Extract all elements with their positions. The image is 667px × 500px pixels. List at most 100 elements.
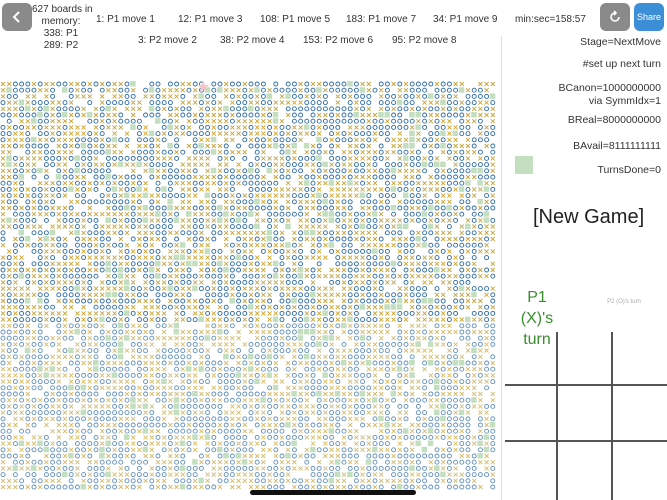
o-mark (353, 224, 359, 230)
x-mark (440, 261, 446, 267)
x-mark (372, 280, 378, 285)
move-label[interactable]: 108: P1 move 5 (260, 14, 331, 25)
o-mark (366, 93, 372, 99)
o-mark (360, 199, 366, 205)
o-mark (446, 465, 452, 471)
o-mark (471, 465, 477, 471)
x-mark (385, 379, 390, 384)
move-label[interactable]: 38: P2 move 4 (220, 35, 285, 46)
o-mark (254, 81, 260, 87)
o-mark (143, 87, 149, 93)
x-mark (248, 329, 254, 335)
o-mark (50, 410, 56, 416)
x-mark (155, 218, 161, 223)
x-mark (465, 174, 471, 180)
x-mark (254, 410, 260, 415)
x-mark (62, 317, 68, 322)
o-mark (329, 168, 335, 174)
o-mark (335, 441, 341, 447)
o-mark (68, 428, 74, 434)
x-mark (0, 168, 6, 174)
o-mark (130, 472, 136, 478)
o-mark (422, 236, 428, 242)
o-mark (19, 304, 25, 310)
o-mark (360, 422, 366, 428)
o-mark (422, 199, 428, 205)
o-mark (93, 335, 99, 341)
home-indicator (250, 490, 416, 495)
x-mark (223, 242, 229, 248)
x-mark (242, 317, 248, 322)
tic-tac-toe-board[interactable] (505, 332, 667, 500)
move-label[interactable]: 1: P1 move 1 (96, 14, 155, 25)
board-line (556, 332, 558, 500)
move-label[interactable]: 34: P1 move 9 (433, 14, 498, 25)
x-mark (335, 273, 341, 279)
x-mark (304, 218, 310, 223)
back-button[interactable] (2, 3, 32, 31)
x-mark (304, 224, 310, 229)
x-mark (236, 335, 241, 341)
o-mark (459, 261, 465, 267)
x-mark (25, 342, 31, 347)
move-label[interactable]: 12: P1 move 3 (178, 14, 243, 25)
move-label[interactable]: 95: P2 move 8 (392, 35, 457, 46)
move-label[interactable]: 153: P2 move 6 (303, 35, 374, 46)
o-mark (341, 304, 347, 310)
x-mark (378, 218, 384, 223)
x-mark (273, 156, 279, 161)
o-mark (254, 112, 260, 118)
x-mark (192, 410, 198, 415)
x-mark (316, 112, 322, 118)
o-mark (248, 193, 254, 199)
o-mark (93, 137, 99, 143)
x-mark (68, 298, 74, 304)
x-mark (180, 379, 186, 384)
x-mark (360, 174, 365, 180)
o-mark (130, 298, 136, 304)
o-mark (0, 124, 6, 130)
x-mark (465, 267, 471, 273)
o-mark (446, 422, 452, 428)
o-mark (310, 422, 316, 428)
o-mark (260, 416, 266, 422)
o-mark (310, 124, 316, 130)
o-mark (6, 193, 12, 199)
board-highlight (378, 112, 384, 118)
new-game-button[interactable]: [New Game] (533, 206, 645, 228)
x-mark (254, 118, 260, 124)
o-mark (403, 453, 409, 459)
o-mark (391, 124, 397, 130)
o-mark (397, 118, 403, 124)
o-mark (124, 397, 130, 403)
x-mark (0, 193, 6, 198)
move-label[interactable]: 183: P1 move 7 (346, 14, 417, 25)
x-mark (149, 404, 155, 409)
o-mark (174, 168, 180, 174)
o-mark (341, 341, 347, 347)
o-mark (291, 292, 297, 298)
share-button[interactable]: Share (634, 3, 664, 31)
x-mark (422, 366, 427, 372)
o-mark (322, 193, 328, 199)
x-mark (409, 298, 415, 304)
o-mark (112, 354, 118, 360)
x-mark (341, 280, 347, 285)
o-mark (490, 310, 496, 316)
o-mark (273, 180, 279, 186)
o-mark (434, 360, 440, 366)
x-mark (0, 304, 6, 310)
refresh-button[interactable] (600, 3, 630, 31)
o-mark (211, 211, 217, 217)
o-mark (279, 428, 285, 434)
move-label[interactable]: 3: P2 move 2 (138, 35, 197, 46)
x-mark (130, 199, 136, 205)
o-mark (384, 360, 390, 366)
x-mark (409, 472, 415, 477)
x-mark (316, 131, 322, 136)
o-mark (453, 422, 459, 428)
o-mark (397, 81, 403, 87)
x-mark (230, 292, 235, 298)
board-highlight (415, 112, 421, 118)
board-highlight (483, 434, 490, 440)
